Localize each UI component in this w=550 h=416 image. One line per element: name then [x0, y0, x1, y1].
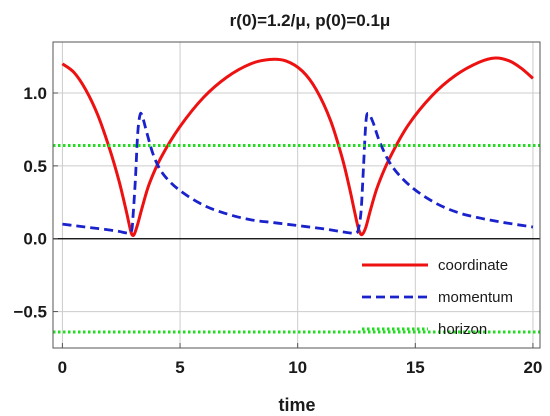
- y-tick-label: 1.0: [23, 84, 47, 103]
- y-tick-label: 0.5: [23, 157, 47, 176]
- series-line-momentum: [62, 111, 534, 235]
- legend-label-horizon: horizon: [438, 321, 487, 338]
- series-line-coordinate: [61, 56, 534, 238]
- legend-label-momentum: momentum: [438, 289, 513, 306]
- series-group: [53, 56, 540, 334]
- x-tick-label: 20: [523, 358, 542, 377]
- y-tick-label: 0.0: [23, 230, 47, 249]
- x-axis-title: time: [278, 395, 315, 415]
- plot-frame: [52, 41, 541, 349]
- x-tick-label: 0: [58, 358, 67, 377]
- x-tick-label: 15: [406, 358, 425, 377]
- y-tick-label: −0.5: [13, 303, 47, 322]
- legend: coordinate momentum horizon: [362, 257, 513, 338]
- x-tick-label: 10: [288, 358, 307, 377]
- chart-title: r(0)=1.2/μ, p(0)=0.1μ: [230, 11, 391, 30]
- ticks: 0 5 10 15 20 −0.5 0.0 0.5 1.0: [13, 84, 542, 377]
- legend-label-coordinate: coordinate: [438, 257, 508, 274]
- x-tick-label: 5: [175, 358, 184, 377]
